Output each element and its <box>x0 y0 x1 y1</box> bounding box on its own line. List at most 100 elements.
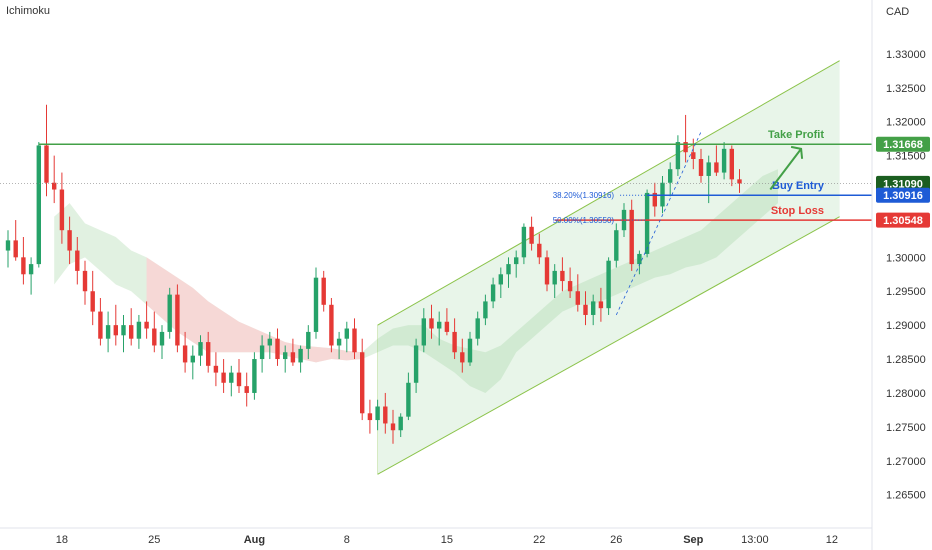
price-tick-label: 1.27500 <box>886 422 926 434</box>
candle-body <box>182 345 188 363</box>
candle-body <box>367 413 373 421</box>
candle-body <box>475 318 480 339</box>
candle-body <box>336 338 342 346</box>
candle-body <box>75 250 80 271</box>
time-tick-label: 22 <box>533 534 545 546</box>
candle-body <box>98 311 103 339</box>
candle-body <box>152 328 157 346</box>
candle-body <box>167 294 172 332</box>
price-tick-label: 1.29500 <box>886 286 926 298</box>
candle-body <box>113 325 118 336</box>
take-profit-tag-text: 1.31668 <box>883 139 923 151</box>
candle-body <box>506 264 511 275</box>
candle-body <box>637 253 642 265</box>
candle-body <box>598 301 604 309</box>
fib-label: 38.20%(1.30916) <box>553 191 615 200</box>
candle-body <box>190 355 195 363</box>
candle-body <box>560 270 565 282</box>
candle-body <box>575 291 580 305</box>
candle-body <box>259 345 265 360</box>
indicator-label: Ichimoku <box>6 5 50 17</box>
candle-body <box>159 331 165 346</box>
candle-body <box>467 338 473 363</box>
candle-body <box>229 372 234 383</box>
candle-body <box>360 352 365 414</box>
candle-body <box>537 243 542 258</box>
price-tick-label: 1.31500 <box>886 151 926 163</box>
time-tick-label: 18 <box>56 534 68 546</box>
price-tick-label: 1.32500 <box>886 83 926 95</box>
candle-body <box>668 169 673 183</box>
candle-body <box>706 162 711 176</box>
price-tick-label: 1.28500 <box>886 354 926 366</box>
candle-body <box>121 325 126 336</box>
time-tick-label: Aug <box>244 534 265 546</box>
candle-body <box>383 406 388 424</box>
candle-body <box>529 226 534 244</box>
candle-body <box>90 291 95 312</box>
channel-upper-line <box>377 60 840 326</box>
time-tick-label: 26 <box>610 534 622 546</box>
time-axis[interactable]: 18 25 Aug 8 15 22 26 Sep 13:00 12 <box>56 534 838 546</box>
candle-body <box>136 321 142 339</box>
candle-body <box>275 338 280 360</box>
time-tick-label: 25 <box>148 534 160 546</box>
candle-body <box>521 226 527 258</box>
take-profit-tag <box>876 136 930 152</box>
candles <box>5 104 742 444</box>
candle-body <box>729 148 734 180</box>
candle-body <box>82 270 88 292</box>
candle-body <box>198 342 203 356</box>
candle-body <box>413 345 419 383</box>
candle-body <box>283 352 288 360</box>
candle-body <box>644 192 650 254</box>
candle-body <box>36 145 41 265</box>
candle-body <box>206 342 211 366</box>
candle-body <box>437 321 442 329</box>
time-tick-label: 8 <box>344 534 350 546</box>
time-tick-label: 13:00 <box>741 534 769 546</box>
candle-body <box>321 277 326 305</box>
projection-arrow-head <box>790 145 804 159</box>
candle-body <box>483 301 488 319</box>
candle-body <box>375 406 380 421</box>
candle-body <box>298 348 303 363</box>
candle-body <box>390 423 396 431</box>
candle-body <box>252 359 257 393</box>
candle-body <box>629 209 634 265</box>
buy-entry-label: Buy Entry <box>772 180 825 192</box>
candle-body <box>544 257 550 285</box>
candle-body <box>67 230 72 251</box>
candle-body <box>244 386 249 393</box>
fib-label: 50.00%(1.30550) <box>553 216 615 225</box>
take-profit-label: Take Profit <box>768 129 824 141</box>
candle-body <box>352 328 357 353</box>
candle-body <box>13 240 18 258</box>
levels <box>0 143 872 221</box>
candle-body <box>452 331 457 353</box>
candle-body <box>444 321 450 332</box>
time-tick-label: Sep <box>683 534 703 546</box>
candle-body <box>221 372 226 383</box>
candle-body <box>329 304 334 346</box>
candle-body <box>105 325 111 339</box>
price-tick-label: 1.26500 <box>886 490 926 502</box>
candle-body <box>213 365 219 373</box>
candle-body <box>429 318 434 329</box>
stop-loss-tag <box>876 212 930 228</box>
candle-body <box>675 142 681 170</box>
price-tick-label: 1.29000 <box>886 320 926 332</box>
buy-entry-tag <box>876 187 930 203</box>
candle-body <box>236 372 242 387</box>
currency-label: CAD <box>886 6 909 18</box>
candle-body <box>267 338 272 346</box>
price-tick-label: 1.28000 <box>886 388 926 400</box>
buy-entry-tag-text: 1.30916 <box>883 190 923 202</box>
candle-body <box>606 260 611 309</box>
candle-body <box>721 148 727 173</box>
price-axis[interactable]: 1.330001.325001.320001.315001.310001.305… <box>886 49 926 502</box>
candle-body <box>490 284 496 302</box>
candle-body <box>21 257 26 275</box>
